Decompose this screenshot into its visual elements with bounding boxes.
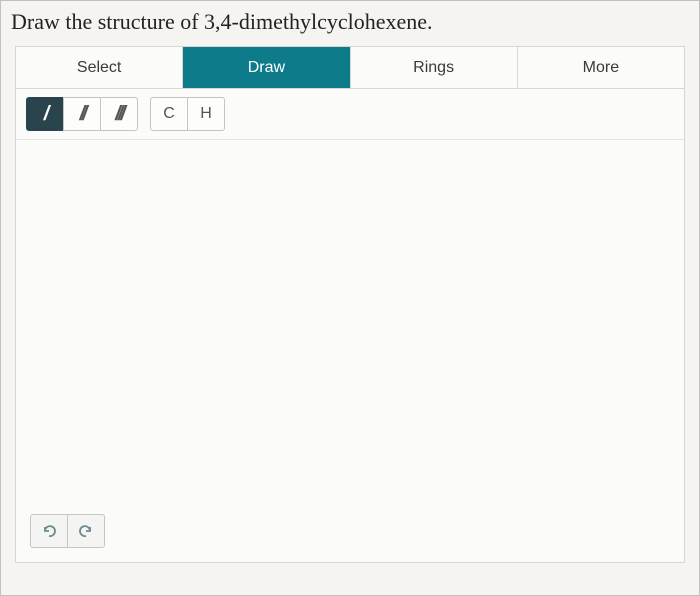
triple-bond-button[interactable]: /// [100,97,138,131]
tab-bar: Select Draw Rings More [16,47,684,89]
drawing-canvas[interactable] [16,140,684,520]
structure-editor: Select Draw Rings More / // /// C H [15,46,685,563]
draw-toolbar: / // /// C H [16,89,684,140]
single-bond-button[interactable]: / [26,97,64,131]
undo-button[interactable] [30,514,68,548]
double-bond-button[interactable]: // [63,97,101,131]
undo-icon [41,523,57,539]
tab-rings[interactable]: Rings [351,47,518,88]
tab-draw[interactable]: Draw [183,47,350,88]
double-bond-icon: // [79,103,84,126]
element-button-group: C H [150,97,225,131]
tab-more[interactable]: More [518,47,684,88]
hydrogen-button[interactable]: H [187,97,225,131]
triple-bond-icon: /// [115,103,123,126]
question-panel: Draw the structure of 3,4-dimethylcycloh… [0,0,700,596]
question-text: Draw the structure of 3,4-dimethylcycloh… [1,1,699,46]
bond-button-group: / // /// [26,97,138,131]
redo-button[interactable] [67,514,105,548]
tab-select[interactable]: Select [16,47,183,88]
carbon-button[interactable]: C [150,97,188,131]
redo-icon [78,523,94,539]
single-bond-icon: / [44,103,47,126]
undo-redo-group [30,514,105,548]
